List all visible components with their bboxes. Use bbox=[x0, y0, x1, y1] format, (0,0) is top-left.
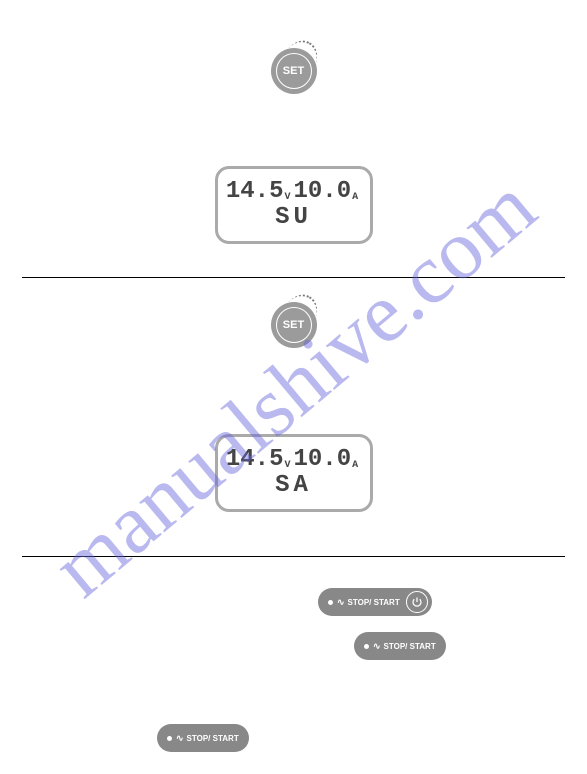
lcd1-row2: SU bbox=[275, 206, 312, 230]
lcd2-voltage-unit: V bbox=[284, 460, 290, 471]
lcd2-voltage: 14.5 bbox=[226, 446, 284, 473]
wave-icon: ∿ bbox=[337, 597, 344, 608]
lcd1-voltage-unit: V bbox=[284, 192, 290, 203]
wave-icon: ∿ bbox=[176, 733, 183, 744]
indicator-dot-icon bbox=[167, 736, 172, 741]
divider-1 bbox=[22, 277, 565, 278]
lcd1-current-unit: A bbox=[352, 192, 358, 203]
lcd2-current-unit: A bbox=[352, 460, 358, 471]
power-icon bbox=[406, 591, 428, 613]
lcd-display-1: 14.5V 10.0A SU bbox=[215, 166, 373, 244]
stop-start-label: STOP/ START bbox=[348, 598, 400, 607]
lcd1-voltage: 14.5 bbox=[226, 178, 284, 205]
stop-start-label: STOP/ START bbox=[384, 642, 436, 651]
lcd2-row1: 14.5V 10.0A bbox=[226, 448, 361, 472]
set-knob[interactable]: SET bbox=[271, 302, 317, 348]
set-knob-label: SET bbox=[276, 307, 312, 343]
wave-icon: ∿ bbox=[373, 641, 380, 652]
lcd2-current: 10.0 bbox=[294, 446, 352, 473]
lcd1-row1: 14.5V 10.0A bbox=[226, 180, 361, 204]
divider-2 bbox=[22, 556, 565, 557]
stop-start-power-button[interactable]: ∿ STOP/ START bbox=[318, 588, 432, 616]
lcd2-row2: SA bbox=[275, 474, 312, 498]
set-knob[interactable]: SET bbox=[271, 48, 317, 94]
stop-start-button[interactable]: ∿ STOP/ START bbox=[354, 632, 446, 660]
stop-start-label: STOP/ START bbox=[187, 734, 239, 743]
set-knob-label: SET bbox=[276, 53, 312, 89]
indicator-dot-icon bbox=[328, 600, 333, 605]
lcd-display-2: 14.5V 10.0A SA bbox=[215, 434, 373, 512]
indicator-dot-icon bbox=[364, 644, 369, 649]
lcd1-current: 10.0 bbox=[294, 178, 352, 205]
stop-start-button[interactable]: ∿ STOP/ START bbox=[157, 724, 249, 752]
